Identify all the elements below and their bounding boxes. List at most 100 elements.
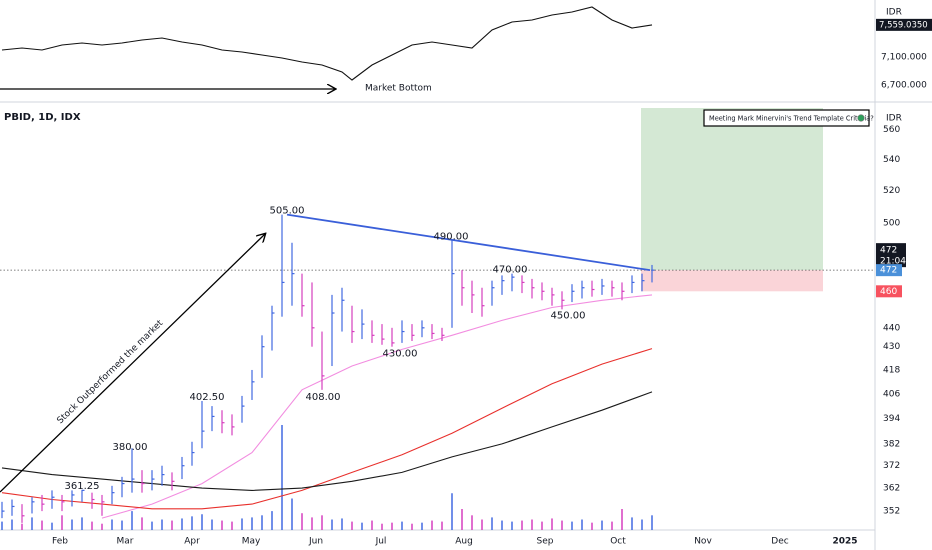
volume-bar: [521, 520, 523, 530]
y-tick-label: 352: [883, 507, 900, 517]
y-tick-label: 418: [883, 365, 900, 375]
market-bottom-note: Market Bottom: [365, 84, 432, 94]
volume-bar: [241, 518, 243, 530]
last-price-label: 472: [880, 266, 897, 276]
volume-bar: [211, 519, 213, 530]
y-tick-label: 430: [883, 342, 900, 352]
x-tick-label: Sep: [537, 537, 554, 547]
volume-bar: [31, 517, 33, 530]
volume-bar: [121, 520, 123, 530]
volume-bar: [321, 515, 323, 530]
volume-bar: [621, 509, 623, 530]
volume-bar: [511, 521, 513, 530]
price-annotation: 402.50: [190, 392, 225, 403]
x-tick-label: Apr: [184, 537, 200, 547]
criteria-indicator: [857, 114, 865, 122]
stop-price-label: 460: [880, 287, 897, 297]
volume-bar: [361, 522, 363, 530]
volume-bar: [291, 498, 293, 530]
y-tick-label: 540: [883, 155, 900, 165]
volume-bar: [271, 511, 273, 530]
volume-bar: [421, 522, 423, 530]
x-tick-label: Oct: [610, 537, 626, 547]
trendline: [286, 213, 651, 272]
price-annotation: 490.00: [434, 231, 469, 242]
volume-bar: [91, 521, 93, 530]
index-line: [1, 6, 653, 81]
y-tick-label: 394: [883, 414, 900, 424]
x-tick-label: Mar: [117, 537, 134, 547]
volume-bar: [441, 521, 443, 530]
volume-bar: [541, 521, 543, 530]
volume-bar: [391, 522, 393, 530]
volume-bar: [491, 517, 493, 530]
y-tick-label: 362: [883, 484, 900, 494]
volume-bar: [351, 521, 353, 530]
y-tick-label: 372: [883, 461, 900, 471]
volume-bar: [201, 514, 203, 530]
x-tick-label: 2025: [832, 537, 857, 547]
volume-bar: [411, 523, 413, 530]
volume-bar: [81, 517, 83, 530]
volume-bar: [561, 520, 563, 530]
volume-bar: [551, 518, 553, 530]
y-tick-label: 560: [883, 125, 900, 135]
volume-bar: [651, 515, 653, 530]
volume-bar: [161, 519, 163, 530]
volume-bar: [461, 509, 463, 530]
countdown-tag: [876, 243, 906, 268]
price-annotation: 361.25: [65, 481, 100, 492]
volume-bar: [281, 425, 283, 530]
price-annotation: 380.00: [113, 442, 148, 453]
volume-bar: [471, 515, 473, 530]
price-annotation: 408.00: [306, 392, 341, 403]
volume-bar: [591, 522, 593, 530]
price-annotation: 505.00: [270, 206, 305, 217]
volume-bar: [51, 522, 53, 530]
volume-bar: [331, 519, 333, 530]
currency-label: IDR: [886, 114, 902, 124]
volume-bar: [301, 513, 303, 530]
volume-bar: [11, 519, 13, 530]
axes: 352 362 372 382 394 406 418 430 440 500 520 540 560 F…: [52, 18, 932, 547]
volume-bar: [41, 520, 43, 530]
volume-bar: [611, 521, 613, 530]
risk-zone: [641, 270, 823, 292]
volume-bar: [311, 517, 313, 530]
volume-bar: [451, 493, 453, 530]
volume-bar: [381, 523, 383, 530]
volume-bar: [171, 520, 173, 530]
volume-bar: [131, 511, 133, 530]
countdown-price: 472: [880, 246, 897, 256]
price-annotation: 450.00: [551, 310, 586, 321]
y-tick-label: 440: [883, 323, 900, 333]
volume-bar: [531, 519, 533, 530]
y-tick-label: 6,700.000: [881, 81, 927, 91]
x-tick-label: Aug: [455, 537, 473, 547]
price-annotation: 430.00: [383, 349, 418, 360]
volume-bar: [221, 520, 223, 530]
volume-bar: [1, 521, 3, 530]
volume-bar: [111, 519, 113, 530]
volume-bar: [501, 520, 503, 530]
x-tick-label: May: [242, 537, 261, 547]
volume-bar: [191, 516, 193, 530]
y-tick-label: 382: [883, 439, 900, 449]
volume-bar: [481, 519, 483, 530]
volume-bar: [151, 521, 153, 530]
x-tick-label: Jun: [308, 537, 323, 547]
volume-bar: [101, 523, 103, 530]
reward-zone: [641, 108, 823, 271]
volume-bar: [371, 520, 373, 530]
volume-bar: [431, 520, 433, 530]
countdown: 21:04: [880, 257, 906, 267]
criteria-box: [703, 109, 870, 127]
volume-bar: [231, 521, 233, 530]
volume-bar: [601, 520, 603, 530]
moving-average: [1, 391, 653, 491]
currency-label: IDR: [886, 8, 902, 18]
volume-bar: [61, 515, 63, 530]
y-tick-label: 500: [883, 218, 900, 228]
